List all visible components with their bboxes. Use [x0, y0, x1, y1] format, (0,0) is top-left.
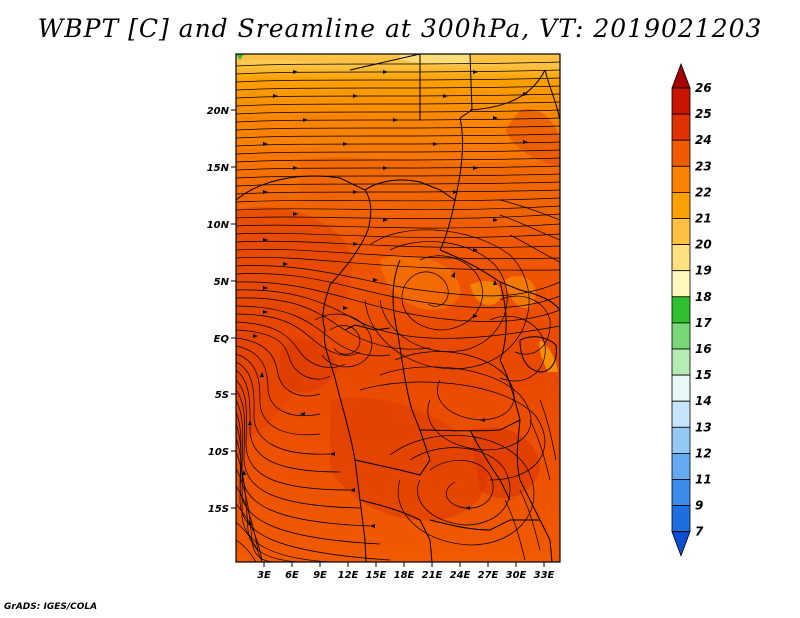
lon-label: 18E — [394, 570, 415, 581]
colorbar-level-label: 12 — [695, 446, 712, 460]
colorbar-swatch — [671, 479, 691, 507]
colorbar-level-label: 7 — [695, 525, 704, 539]
colorbar-level-label: 16 — [695, 342, 712, 356]
colorbar-level-label: 22 — [695, 185, 712, 199]
colorbar-swatch — [671, 139, 691, 167]
lon-label: 6E — [285, 570, 299, 581]
country-borders — [236, 54, 560, 562]
streamline-arrows — [242, 70, 528, 528]
map-frame — [235, 53, 561, 563]
colorbar-swatch — [671, 426, 691, 454]
lat-label: 5S — [215, 390, 229, 401]
colorbar-level-label: 19 — [695, 264, 712, 278]
colorbar-level-label: 15 — [695, 368, 712, 382]
map-title: WBPT [C] and Sreamline at 300hPa, VT: 20… — [37, 14, 763, 43]
lon-label: 24E — [450, 570, 471, 581]
colorbar-level-label: 20 — [695, 238, 712, 252]
colorbar-swatch — [671, 191, 691, 219]
colorbar-swatch — [671, 400, 691, 428]
lat-label: 10N — [207, 220, 230, 231]
lon-label: 12E — [338, 570, 359, 581]
colorbar-swatch — [671, 374, 691, 402]
colorbar-level-label: 25 — [695, 107, 712, 121]
colorbar-swatch — [671, 165, 691, 193]
lon-label: 27E — [478, 570, 499, 581]
colorbar-level-label: 21 — [695, 212, 712, 226]
colorbar-swatch — [671, 452, 691, 480]
lat-label: 20N — [207, 106, 230, 117]
grads-credit: GrADS: IGES/COLA — [4, 602, 98, 612]
colorbar-level-label: 24 — [695, 133, 712, 147]
wbpt-field — [236, 54, 560, 562]
colorbar-swatch — [671, 505, 691, 533]
lat-axis — [231, 109, 236, 509]
lon-label: 21E — [422, 570, 443, 581]
lon-label: 33E — [534, 570, 555, 581]
colorbar-level-label: 26 — [695, 81, 712, 95]
colorbar-level-label: 14 — [695, 394, 712, 408]
colorbar-level-label: 9 — [695, 499, 703, 513]
lat-label: 15N — [207, 163, 230, 174]
colorbar-level-label: 18 — [695, 290, 712, 304]
lat-label: EQ — [214, 334, 230, 345]
colorbar-swatch — [671, 348, 691, 376]
lon-label: 9E — [313, 570, 327, 581]
colorbar-legend: 26 25 24 23 22 21 20 19 18 17 16 15 14 13 12 11 9 7 — [671, 62, 712, 557]
colorbar-bottom-arrow — [671, 531, 691, 557]
lon-label: 3E — [257, 570, 271, 581]
colorbar-level-label: 23 — [695, 159, 712, 173]
colorbar-level-label: 17 — [695, 316, 712, 330]
lon-label: 30E — [506, 570, 527, 581]
colorbar-swatch — [671, 218, 691, 246]
colorbar-level-label: 11 — [695, 473, 712, 487]
lat-label: 15S — [208, 504, 229, 515]
lat-label: 10S — [208, 447, 229, 458]
streamlines — [236, 61, 560, 562]
colorbar-swatch — [671, 113, 691, 141]
colorbar-swatch — [671, 270, 691, 298]
colorbar-level-label: 13 — [695, 420, 712, 434]
colorbar-swatch — [671, 322, 691, 350]
colorbar-swatch — [671, 87, 691, 115]
lat-label: 5N — [214, 277, 230, 288]
colorbar-swatch — [671, 296, 691, 324]
lon-axis — [263, 562, 545, 567]
colorbar-top-arrow — [671, 62, 691, 89]
colorbar-swatch — [671, 244, 691, 272]
lon-label: 15E — [366, 570, 387, 581]
